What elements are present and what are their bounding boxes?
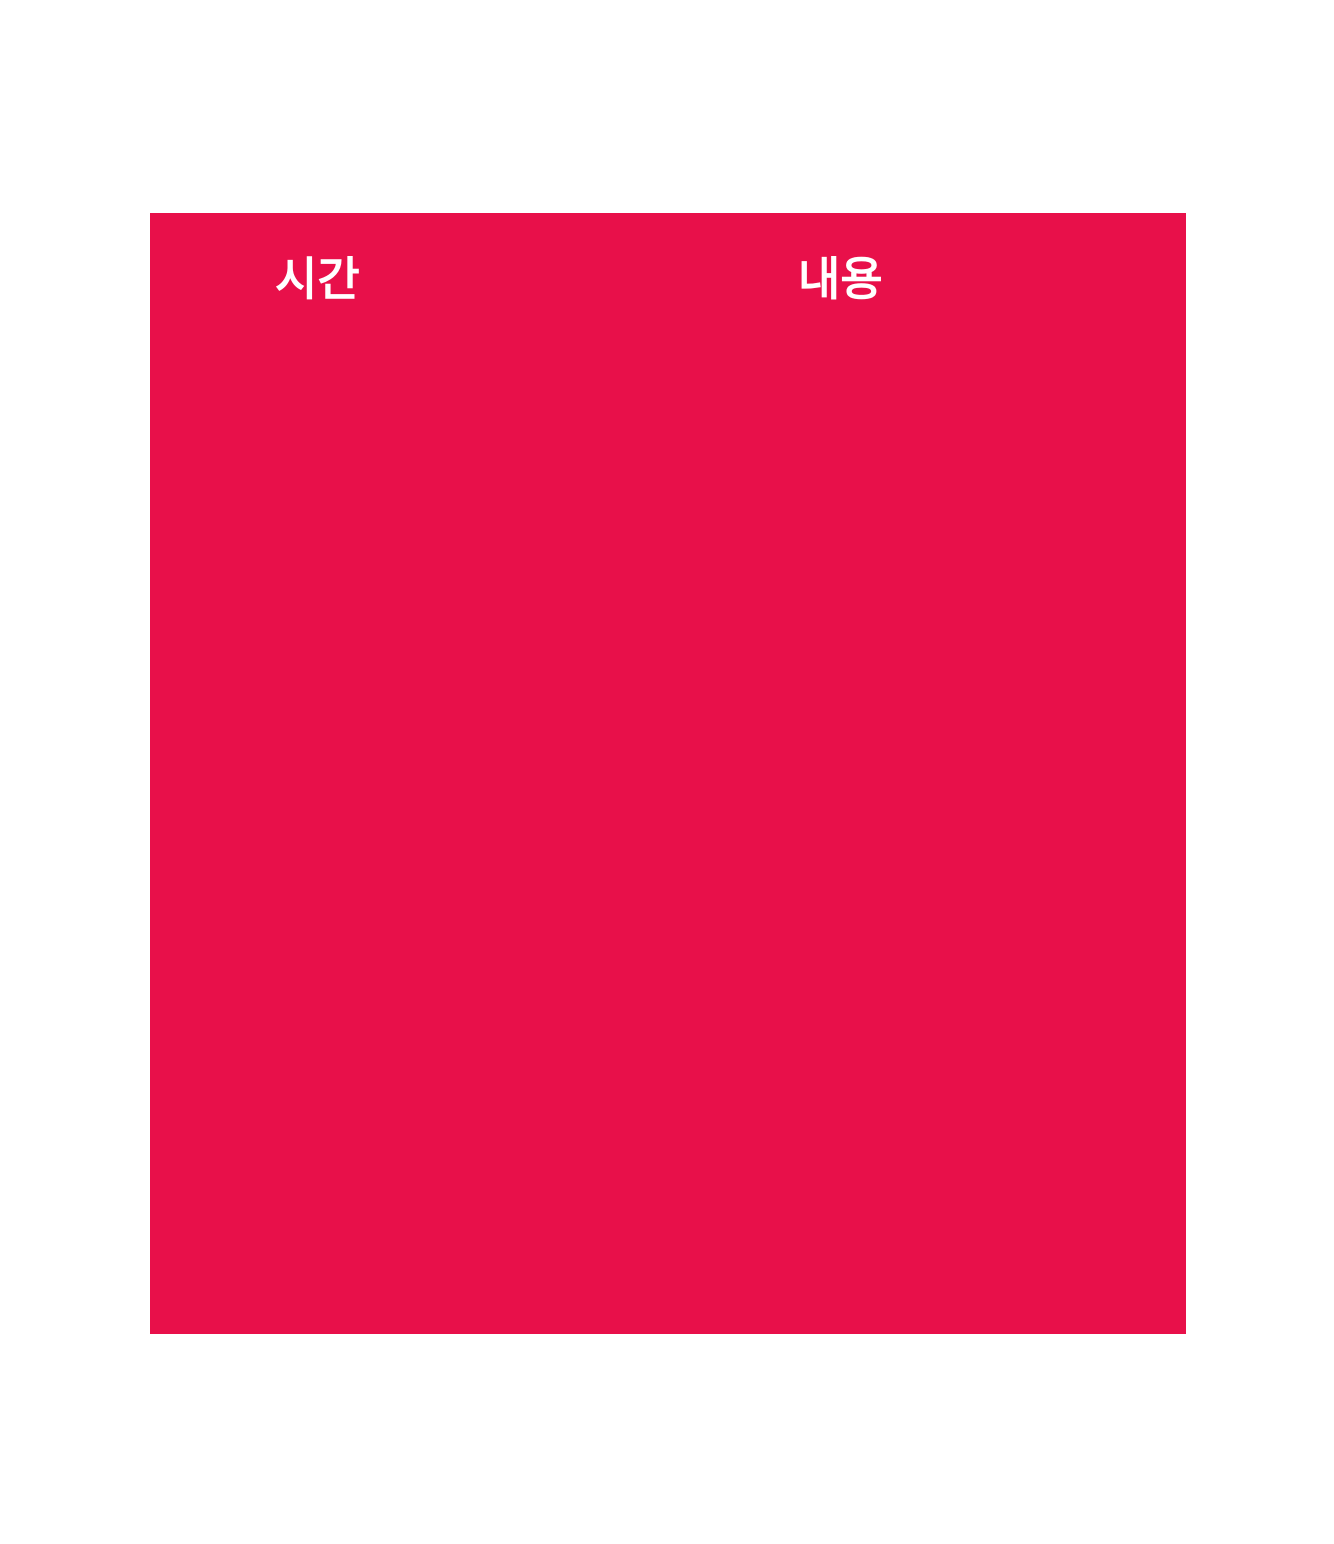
column-header-content: 내용 [798, 253, 883, 305]
schedule-table: 시간 내용 [150, 213, 1186, 1334]
column-header-time: 시간 [275, 253, 360, 305]
